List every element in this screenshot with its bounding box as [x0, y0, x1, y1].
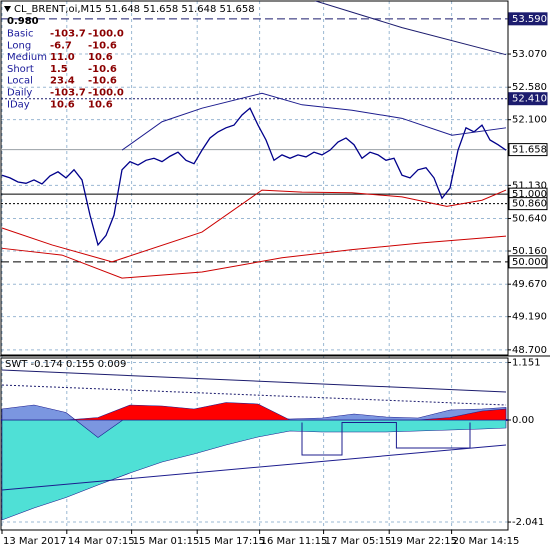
info-name: Daily: [7, 88, 32, 99]
indicator-title: SWT -0.174 0.155 0.009: [5, 359, 126, 370]
line-series: [313, 1, 507, 56]
info-value: -6.7: [50, 40, 72, 51]
info-value: -10.6: [88, 76, 117, 87]
y-tick-label: 52.100: [512, 115, 547, 126]
info-value: -10.6: [88, 64, 117, 75]
x-tick-label: 15 Mar 17:15: [198, 536, 265, 547]
level-label: 52.410: [512, 94, 547, 105]
info-value: 1.5: [50, 64, 68, 75]
y-tick-label: 50.640: [512, 214, 547, 225]
info-value: -103.7: [50, 29, 86, 40]
x-tick-label: 17 Mar 05:15: [325, 536, 392, 547]
chart-title: CL_BRENT,oi,M15 51.648 51.658 51.648 51.…: [14, 4, 255, 15]
info-name: Short: [7, 64, 34, 75]
level-label: 50.860: [512, 199, 547, 210]
info-name: Local: [7, 76, 33, 87]
level-label: 51.000: [512, 189, 547, 200]
y-tick-label: 51.130: [512, 180, 547, 191]
level-label-box: [508, 12, 548, 26]
y-tick-label: 48.700: [512, 345, 547, 356]
info-name: IDay: [7, 99, 30, 110]
x-tick-label: 15 Mar 01:15: [133, 536, 200, 547]
level-label-box: [508, 197, 548, 211]
line-series: [1, 107, 507, 247]
level-label-box: [508, 92, 548, 106]
y-tick-label: 1.151: [512, 357, 541, 368]
line-series: [1, 369, 507, 393]
panel-frame: [0, 0, 509, 356]
line-series: [301, 422, 471, 456]
info-name: Long: [7, 40, 31, 51]
x-tick-label: 14 Mar 07:15: [68, 536, 135, 547]
info-value: 11.0: [50, 52, 75, 63]
panel: [1, 369, 508, 521]
info-name: Basic: [7, 29, 33, 40]
level-label: 53.590: [512, 14, 547, 25]
info-value: 10.6: [50, 99, 75, 110]
panel: [1, 1, 508, 279]
y-tick-label: 52.580: [512, 82, 547, 93]
line-series: [121, 92, 507, 151]
area-series: [2, 402, 507, 421]
line-series: [1, 444, 507, 491]
x-tick-label: 13 Mar 2017: [3, 536, 66, 547]
area-series: [1, 419, 507, 521]
y-tick-label: -2.041: [512, 517, 544, 528]
level-label: 51.658: [512, 145, 547, 156]
x-tick-label: 16 Mar 11:15: [261, 536, 328, 547]
title-icon: [4, 6, 11, 12]
info-value: -100.0: [88, 88, 124, 99]
info-value: 23.4: [50, 76, 75, 87]
level-label: 50.000: [512, 257, 547, 268]
panel-frame: [0, 357, 509, 531]
x-tick-label: 20 Mar 14:15: [453, 536, 520, 547]
info-name: Medium: [7, 52, 47, 63]
info-value: 10.6: [88, 99, 113, 110]
info-value: 10.6: [88, 52, 113, 63]
info-value: -103.7: [50, 88, 86, 99]
line-series: [1, 189, 507, 263]
x-tick-label: 19 Mar 22:15: [390, 536, 457, 547]
level-label-box: [508, 143, 548, 157]
line-series: [1, 384, 507, 406]
line-series: [1, 235, 507, 279]
info-value: -100.0: [88, 29, 124, 40]
labels: 53.070 52.580 52.100 51.130 50.640 50.160 49.6…: [0, 4, 550, 547]
y-tick-label: 53.070: [512, 49, 547, 60]
y-tick-label: 0.00: [512, 415, 534, 426]
level-label-box: [508, 255, 548, 269]
info-value: -10.6: [88, 40, 117, 51]
subtitle: 0.980: [7, 16, 39, 27]
marks: [0, 0, 509, 531]
y-tick-label: 50.160: [512, 246, 547, 257]
y-tick-label: 49.190: [512, 312, 547, 323]
y-tick-label: 49.670: [512, 279, 547, 290]
